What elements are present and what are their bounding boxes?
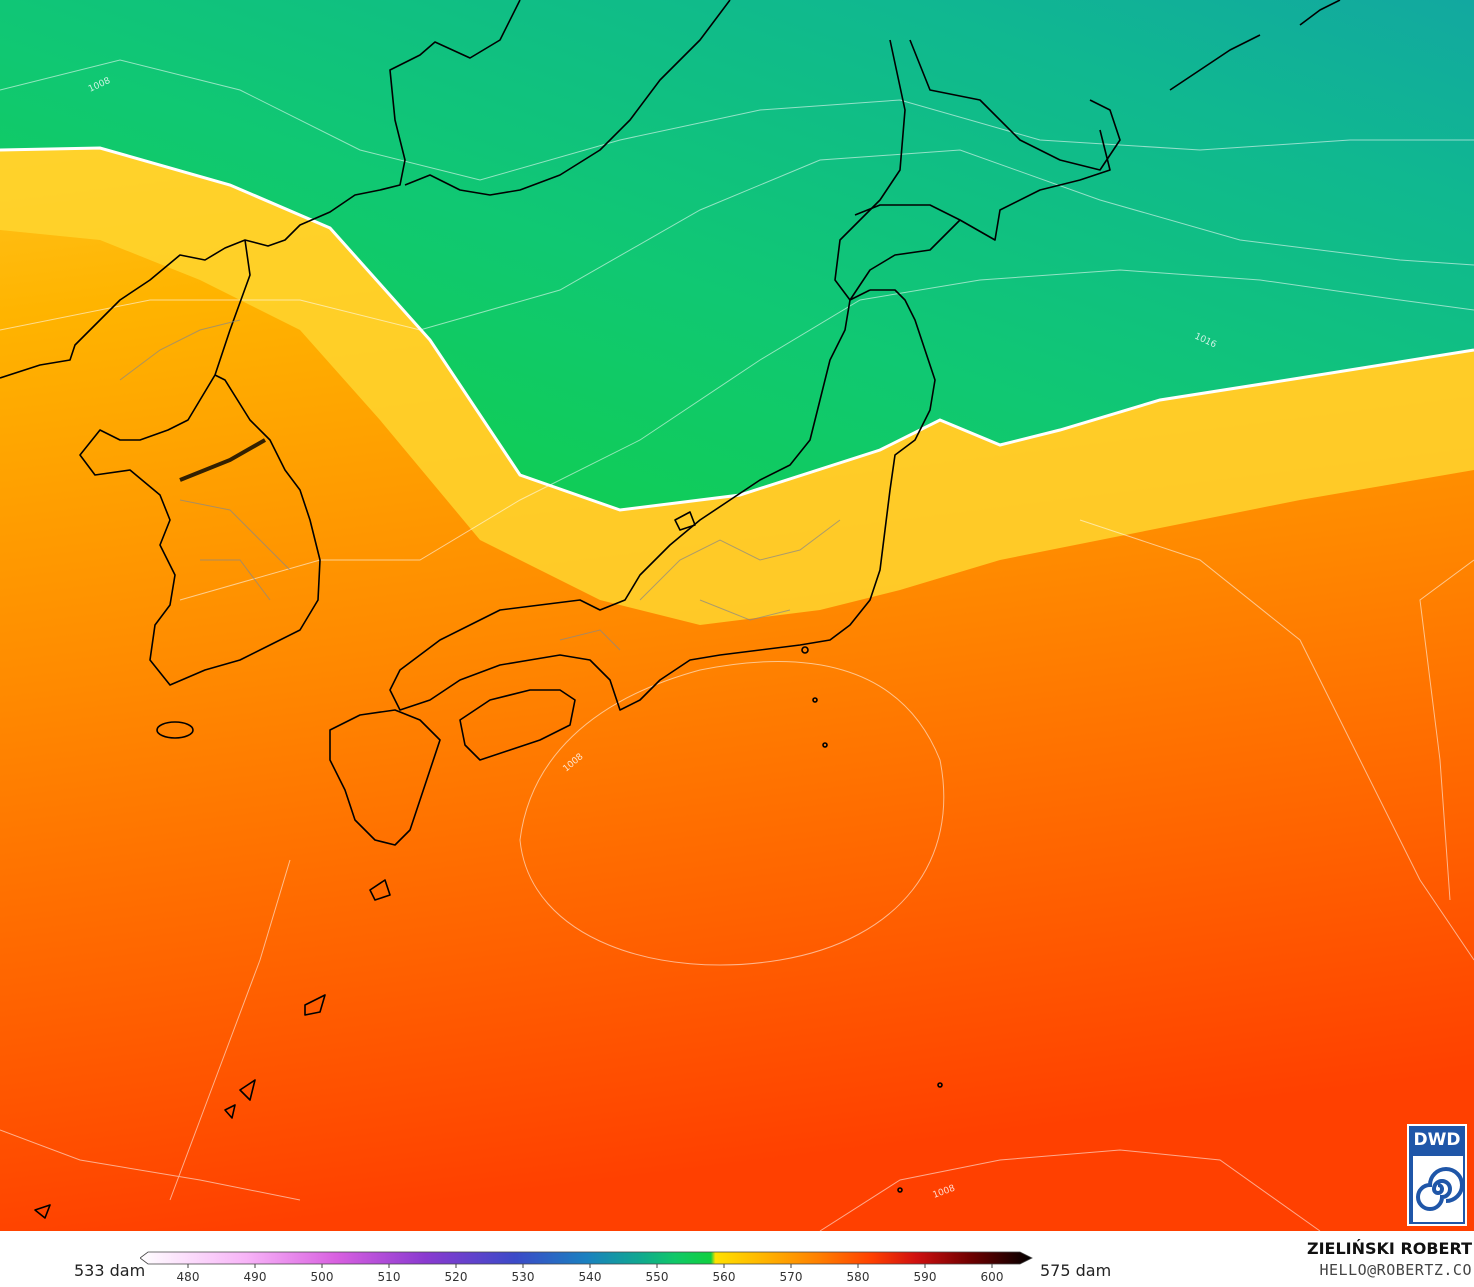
sakhalin-coast xyxy=(834,39,906,301)
scale-tick-label: 560 xyxy=(713,1270,736,1284)
scale-tick-label: 580 xyxy=(847,1270,870,1284)
yellow-band xyxy=(0,148,1474,625)
legend-bar: 533 dam 480 490 500 510 xyxy=(0,1231,1474,1287)
scale-bar xyxy=(140,1251,1033,1265)
kyushu-coast xyxy=(329,709,441,846)
mainland-coast-east xyxy=(404,0,731,196)
scale-tick-label: 500 xyxy=(311,1270,334,1284)
korea-coast xyxy=(79,239,321,686)
color-scale: 480 490 500 510 520 530 540 550 560 570 580 590 600 xyxy=(140,1251,1033,1284)
author-email: HELLO@ROBERTZ.CO xyxy=(1319,1261,1472,1279)
admin-boundaries xyxy=(119,319,841,651)
scale-tick-label: 520 xyxy=(445,1270,468,1284)
isobars xyxy=(0,59,1474,1231)
dmz-line xyxy=(179,438,266,482)
scale-tick-label: 570 xyxy=(780,1270,803,1284)
legend-max-label: 575 dam xyxy=(1040,1261,1112,1280)
scale-tick-label: 540 xyxy=(579,1270,602,1284)
dwd-logo: DWD xyxy=(1407,1124,1467,1226)
coastlines xyxy=(0,0,1341,1219)
scale-tick-label: 490 xyxy=(244,1270,267,1284)
honshu-coast xyxy=(389,289,936,711)
hokkaido-coast xyxy=(849,129,1111,301)
shikoku-coast xyxy=(459,689,576,761)
scale-tick-label: 510 xyxy=(378,1270,401,1284)
scale-tick-label: 600 xyxy=(981,1270,1004,1284)
author-credit: ZIELIŃSKI ROBERT xyxy=(1306,1239,1472,1258)
dwd-logo-text: DWD xyxy=(1413,1130,1461,1150)
scale-tick-label: 550 xyxy=(646,1270,669,1284)
scale-tick-label: 480 xyxy=(177,1270,200,1284)
geopotential-map: 1008 1016 1008 1008 xyxy=(0,0,1474,1231)
contour-line xyxy=(0,146,1474,512)
scale-tick-label: 530 xyxy=(512,1270,535,1284)
scale-ticks: 480 490 500 510 520 530 540 550 560 570 580 590 600 xyxy=(177,1264,1004,1284)
legend-min-label: 533 dam xyxy=(74,1261,146,1280)
cold-field xyxy=(0,0,1474,510)
spiral-icon xyxy=(1413,1156,1464,1222)
mainland-coast xyxy=(0,0,521,379)
scale-tick-label: 590 xyxy=(914,1270,937,1284)
